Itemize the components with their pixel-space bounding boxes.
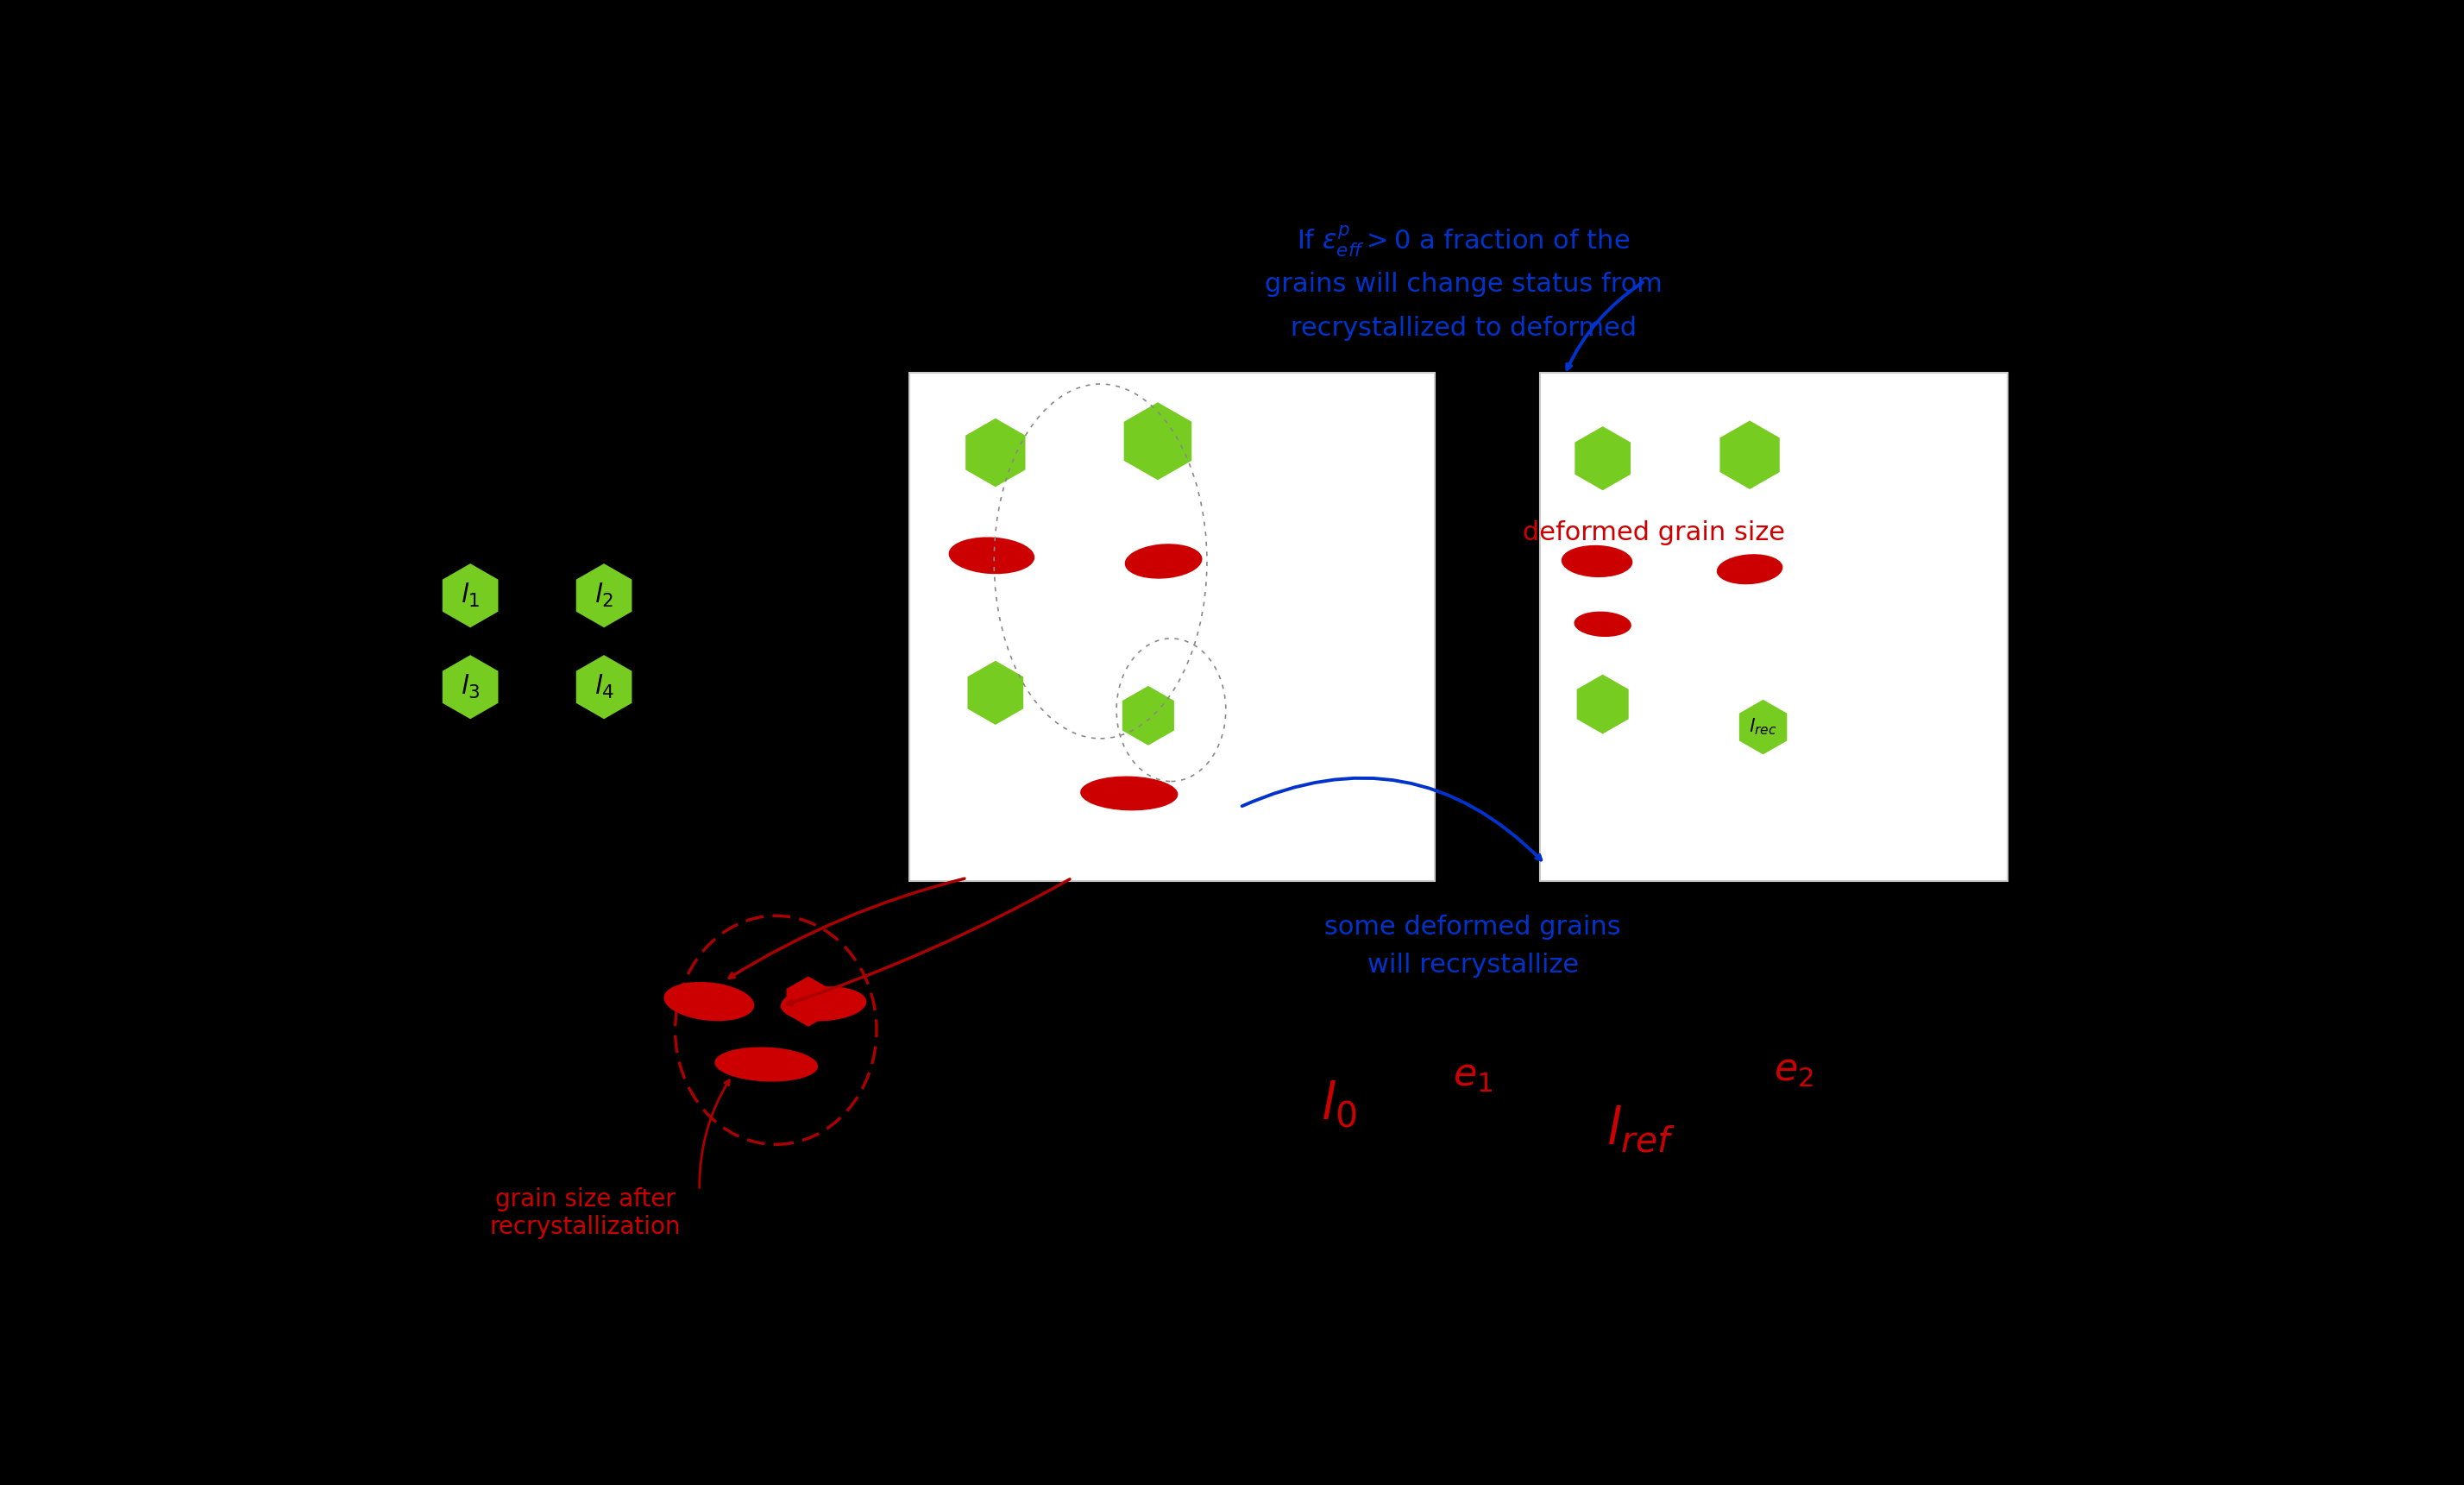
Polygon shape: [966, 419, 1025, 487]
Polygon shape: [1574, 426, 1631, 490]
Ellipse shape: [715, 1047, 818, 1081]
Text: $e_2$: $e_2$: [1774, 1051, 1814, 1089]
Text: $l_{ref}$: $l_{ref}$: [1607, 1105, 1676, 1155]
Text: will recrystallize: will recrystallize: [1368, 952, 1579, 977]
Ellipse shape: [675, 916, 877, 1145]
Text: recrystallized to deformed: recrystallized to deformed: [1291, 315, 1636, 340]
Ellipse shape: [1079, 777, 1178, 811]
Text: If $\varepsilon_{eff}^p > 0$ a fraction of the: If $\varepsilon_{eff}^p > 0$ a fraction …: [1296, 224, 1629, 258]
Polygon shape: [444, 563, 498, 628]
Ellipse shape: [1562, 545, 1634, 578]
Polygon shape: [1740, 699, 1786, 754]
Ellipse shape: [1574, 612, 1631, 637]
Ellipse shape: [781, 986, 867, 1022]
Text: deformed grain size: deformed grain size: [1523, 520, 1786, 545]
Text: grains will change status from: grains will change status from: [1264, 272, 1663, 297]
Polygon shape: [1124, 402, 1193, 480]
FancyBboxPatch shape: [1540, 373, 2008, 882]
Ellipse shape: [1717, 554, 1784, 585]
Polygon shape: [577, 655, 631, 719]
Text: $l_2$: $l_2$: [594, 582, 614, 609]
Ellipse shape: [1124, 544, 1202, 579]
Text: grain size after
recrystallization: grain size after recrystallization: [490, 1187, 680, 1238]
Ellipse shape: [949, 538, 1035, 575]
Text: $l_1$: $l_1$: [461, 582, 480, 609]
Text: $l_3$: $l_3$: [461, 673, 480, 701]
Text: $l_0$: $l_0$: [1321, 1080, 1358, 1130]
Text: $l_4$: $l_4$: [594, 673, 614, 701]
Polygon shape: [786, 976, 830, 1026]
FancyBboxPatch shape: [909, 373, 1434, 882]
Text: some deformed grains: some deformed grains: [1326, 915, 1621, 940]
Polygon shape: [1720, 420, 1779, 489]
Ellipse shape: [663, 982, 754, 1022]
Text: $e_1$: $e_1$: [1454, 1057, 1493, 1094]
Text: $l_{rec}$: $l_{rec}$: [1749, 717, 1777, 737]
Polygon shape: [1121, 686, 1175, 745]
Polygon shape: [444, 655, 498, 719]
Polygon shape: [968, 661, 1023, 725]
Polygon shape: [577, 563, 631, 628]
Polygon shape: [1577, 674, 1629, 734]
